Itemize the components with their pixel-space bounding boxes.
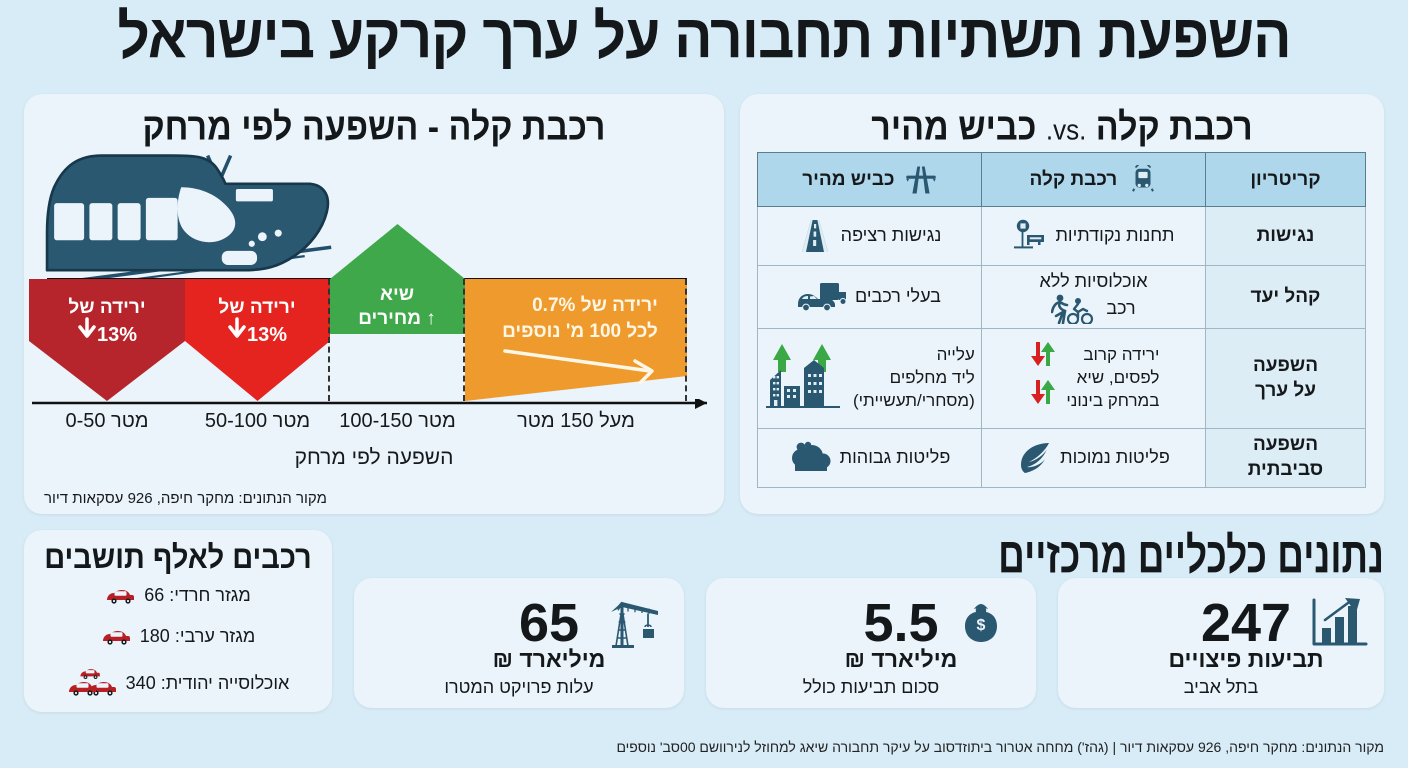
svg-text:13%: 13% [247, 324, 287, 346]
svg-text:$: $ [977, 617, 986, 634]
svg-text:לכל 100 מ' נוספים: לכל 100 מ' נוספים [502, 321, 658, 342]
svg-text:ירידה של 0.7%: ירידה של 0.7% [532, 295, 658, 316]
svg-text:↑ מחירים: ↑ מחירים [358, 308, 436, 329]
svg-text:ירידה של: ירידה של [218, 297, 295, 318]
svg-text:שיא: שיא [380, 284, 414, 305]
svg-text:ירידה של: ירידה של [68, 297, 145, 318]
svg-text:13%: 13% [97, 324, 137, 346]
